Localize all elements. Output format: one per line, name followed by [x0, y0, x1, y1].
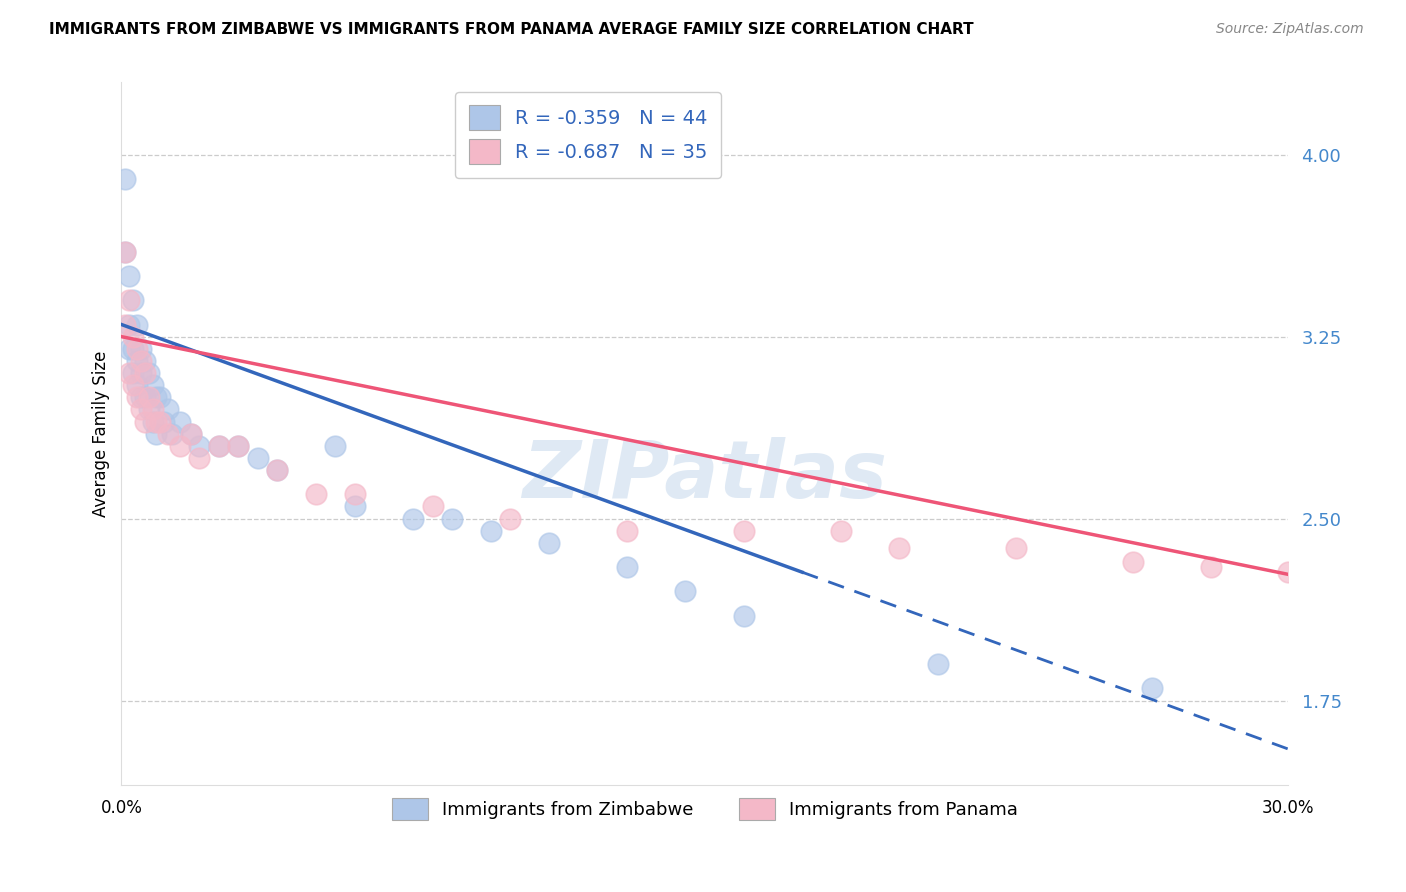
Point	[325, 439, 347, 453]
Point	[1122, 555, 1144, 569]
Point	[118, 293, 141, 308]
Point	[122, 329, 145, 343]
Point	[149, 390, 172, 404]
Point	[129, 366, 152, 380]
Point	[675, 584, 697, 599]
Point	[125, 354, 148, 368]
Point	[145, 415, 167, 429]
Point	[733, 524, 755, 538]
Point	[479, 524, 502, 538]
Point	[142, 378, 165, 392]
Point	[129, 402, 152, 417]
Point	[114, 244, 136, 259]
Point	[927, 657, 949, 672]
Point	[1277, 565, 1299, 579]
Point	[122, 293, 145, 308]
Point	[118, 318, 141, 332]
Point	[157, 402, 180, 417]
Point	[129, 342, 152, 356]
Point	[208, 439, 231, 453]
Point	[441, 511, 464, 525]
Point	[1199, 560, 1222, 574]
Point	[122, 342, 145, 356]
Point	[118, 342, 141, 356]
Point	[134, 415, 156, 429]
Point	[114, 244, 136, 259]
Point	[122, 366, 145, 380]
Point	[129, 354, 152, 368]
Point	[343, 487, 366, 501]
Y-axis label: Average Family Size: Average Family Size	[93, 351, 110, 516]
Point	[1140, 681, 1163, 696]
Point	[114, 172, 136, 186]
Point	[226, 439, 249, 453]
Point	[153, 415, 176, 429]
Point	[188, 439, 211, 453]
Point	[169, 439, 191, 453]
Point	[180, 426, 202, 441]
Point	[134, 390, 156, 404]
Text: ZIPatlas: ZIPatlas	[523, 437, 887, 515]
Point	[118, 268, 141, 283]
Point	[129, 390, 152, 404]
Point	[134, 366, 156, 380]
Point	[305, 487, 328, 501]
Point	[149, 415, 172, 429]
Point	[733, 608, 755, 623]
Point	[266, 463, 288, 477]
Point	[266, 463, 288, 477]
Text: IMMIGRANTS FROM ZIMBABWE VS IMMIGRANTS FROM PANAMA AVERAGE FAMILY SIZE CORRELATI: IMMIGRANTS FROM ZIMBABWE VS IMMIGRANTS F…	[49, 22, 974, 37]
Point	[246, 450, 269, 465]
Point	[616, 524, 638, 538]
Point	[125, 318, 148, 332]
Point	[538, 536, 561, 550]
Point	[114, 318, 136, 332]
Point	[138, 366, 160, 380]
Point	[125, 378, 148, 392]
Point	[138, 390, 160, 404]
Point	[138, 402, 160, 417]
Point	[125, 390, 148, 404]
Point	[160, 426, 183, 441]
Point	[122, 378, 145, 392]
Point	[889, 541, 911, 555]
Point	[169, 415, 191, 429]
Point	[616, 560, 638, 574]
Point	[142, 402, 165, 417]
Point	[157, 426, 180, 441]
Point	[830, 524, 852, 538]
Point	[145, 426, 167, 441]
Point	[145, 390, 167, 404]
Text: Source: ZipAtlas.com: Source: ZipAtlas.com	[1216, 22, 1364, 37]
Point	[125, 342, 148, 356]
Point	[188, 450, 211, 465]
Point	[1005, 541, 1028, 555]
Legend: Immigrants from Zimbabwe, Immigrants from Panama: Immigrants from Zimbabwe, Immigrants fro…	[382, 789, 1028, 830]
Point	[402, 511, 425, 525]
Point	[226, 439, 249, 453]
Point	[180, 426, 202, 441]
Point	[142, 415, 165, 429]
Point	[208, 439, 231, 453]
Point	[422, 500, 444, 514]
Point	[118, 366, 141, 380]
Point	[343, 500, 366, 514]
Point	[134, 354, 156, 368]
Point	[499, 511, 522, 525]
